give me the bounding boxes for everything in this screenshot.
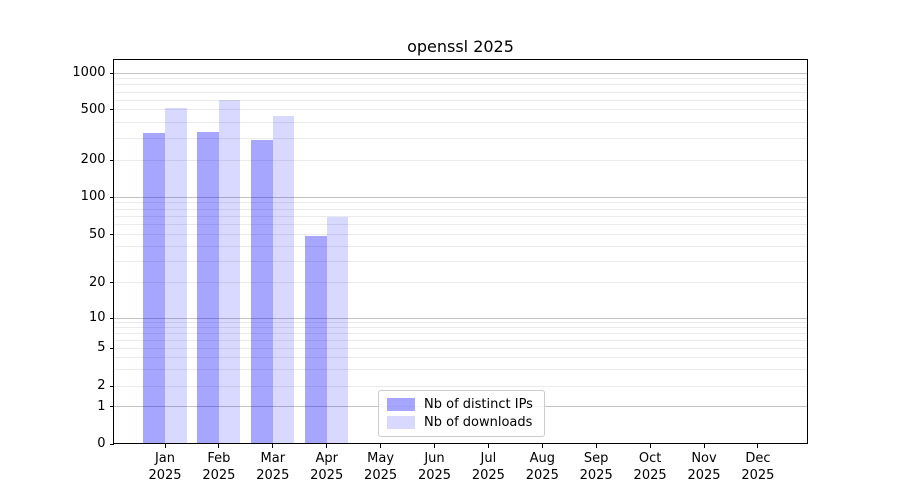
legend-label-downloads: Nb of downloads xyxy=(424,415,533,431)
major-gridline xyxy=(113,196,808,198)
minor-gridline xyxy=(113,84,808,86)
y-tick-mark xyxy=(109,72,114,74)
legend: Nb of distinct IPs Nb of downloads xyxy=(378,390,545,437)
x-tick-label: Jan 2025 xyxy=(148,451,182,483)
minor-gridline xyxy=(113,261,808,263)
minor-gridline xyxy=(113,159,808,161)
bar-downloads xyxy=(326,216,349,444)
x-tick-label: Nov 2025 xyxy=(687,451,721,483)
x-tick-label: May 2025 xyxy=(364,451,398,483)
minor-gridline xyxy=(113,339,808,341)
x-tick-mark xyxy=(757,444,759,448)
x-tick-mark xyxy=(703,444,705,448)
x-tick-mark xyxy=(541,444,543,448)
x-tick-label: Sep 2025 xyxy=(579,451,613,483)
minor-gridline xyxy=(113,121,808,123)
minor-gridline xyxy=(113,202,808,204)
major-gridline xyxy=(113,72,808,74)
bar-distinct-ips xyxy=(251,140,273,444)
y-tick-label: 50 xyxy=(88,226,106,242)
y-tick-label: 1 xyxy=(97,398,106,414)
x-tick-mark xyxy=(487,444,489,448)
x-tick-label: Jul 2025 xyxy=(471,451,505,483)
major-gridline xyxy=(113,317,808,319)
minor-gridline xyxy=(113,368,808,370)
x-tick-mark xyxy=(272,444,274,448)
minor-gridline xyxy=(113,224,808,226)
bar-downloads xyxy=(218,100,241,444)
y-tick-mark xyxy=(109,443,114,445)
legend-item-distinct-ips: Nb of distinct IPs xyxy=(387,395,536,413)
minor-gridline xyxy=(113,208,808,210)
y-tick-label: 2 xyxy=(97,378,106,394)
x-tick-mark xyxy=(380,444,382,448)
bar-distinct-ips xyxy=(143,132,165,444)
minor-gridline xyxy=(113,78,808,80)
y-tick-label: 200 xyxy=(80,152,106,168)
y-tick-label: 500 xyxy=(80,101,106,117)
minor-gridline xyxy=(113,99,808,101)
minor-gridline xyxy=(113,356,808,358)
y-tick-label: 20 xyxy=(88,274,106,290)
x-tick-mark xyxy=(326,444,328,448)
x-tick-label: Apr 2025 xyxy=(310,451,344,483)
minor-gridline xyxy=(113,347,808,349)
x-tick-label: Aug 2025 xyxy=(525,451,559,483)
x-tick-mark xyxy=(218,444,220,448)
x-tick-mark xyxy=(649,444,651,448)
minor-gridline xyxy=(113,385,808,387)
minor-gridline xyxy=(113,216,808,218)
y-tick-label: 1000 xyxy=(72,65,106,81)
y-tick-mark xyxy=(109,234,114,236)
x-tick-label: Jun 2025 xyxy=(417,451,452,483)
legend-swatch-distinct-ips-icon xyxy=(387,397,415,411)
y-tick-mark xyxy=(109,282,114,284)
y-tick-mark xyxy=(109,317,114,319)
legend-item-downloads: Nb of downloads xyxy=(387,414,536,432)
x-tick-label: Mar 2025 xyxy=(256,451,290,483)
minor-gridline xyxy=(113,91,808,93)
minor-gridline xyxy=(113,234,808,236)
minor-gridline xyxy=(113,332,808,334)
bar-downloads xyxy=(272,115,295,444)
bar-distinct-ips xyxy=(197,132,219,444)
y-tick-label: 10 xyxy=(88,310,106,325)
y-tick-mark xyxy=(109,196,114,198)
x-tick-mark xyxy=(164,444,166,448)
x-tick-mark xyxy=(595,444,597,448)
y-tick-label: 0 xyxy=(97,436,106,451)
legend-label-distinct-ips: Nb of distinct IPs xyxy=(424,396,533,412)
y-tick-label: 5 xyxy=(97,340,106,355)
y-tick-mark xyxy=(109,109,114,111)
minor-gridline xyxy=(113,322,808,324)
chart-title: openssl 2025 xyxy=(407,37,514,56)
y-tick-mark xyxy=(109,347,114,349)
bar-downloads xyxy=(165,107,187,444)
y-tick-label: 100 xyxy=(80,189,106,204)
minor-gridline xyxy=(113,246,808,248)
x-tick-mark xyxy=(434,444,435,448)
x-tick-label: Oct 2025 xyxy=(633,451,667,483)
y-tick-mark xyxy=(109,385,114,387)
bar-distinct-ips xyxy=(305,236,327,444)
y-tick-mark xyxy=(109,406,114,408)
legend-swatch-downloads-icon xyxy=(387,416,415,430)
minor-gridline xyxy=(113,137,808,139)
minor-gridline xyxy=(113,327,808,329)
y-tick-mark xyxy=(109,159,114,161)
x-tick-label: Feb 2025 xyxy=(202,451,236,483)
minor-gridline xyxy=(113,109,808,111)
x-tick-label: Dec 2025 xyxy=(741,451,775,483)
minor-gridline xyxy=(113,282,808,284)
